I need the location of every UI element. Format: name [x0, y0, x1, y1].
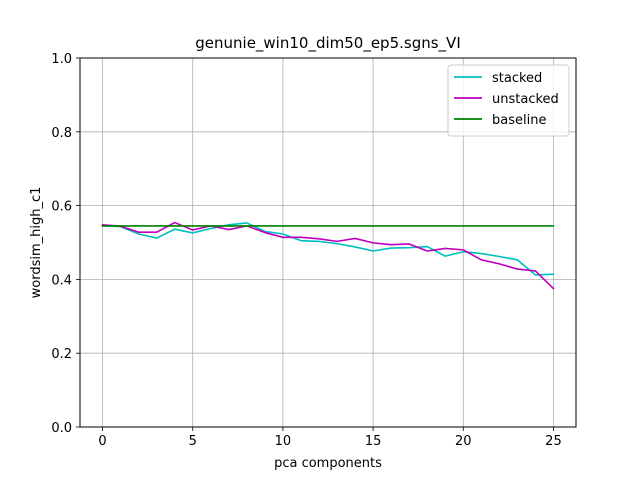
- y-tick-label: 0.6: [51, 200, 72, 215]
- legend-label-baseline: baseline: [492, 113, 546, 128]
- x-axis-label: pca components: [274, 456, 382, 471]
- x-tick-label: 25: [545, 434, 562, 449]
- series-line-stacked: [101, 222, 555, 276]
- x-tick-label: 10: [275, 434, 292, 449]
- x-tick-label: 15: [365, 434, 382, 449]
- legend-label-unstacked: unstacked: [492, 92, 559, 107]
- y-tick-label: 0.2: [51, 347, 72, 362]
- y-tick-label: 1.0: [51, 52, 72, 67]
- x-tick-label: 0: [98, 434, 106, 449]
- y-tick-label: 0.0: [51, 421, 72, 436]
- legend-label-stacked: stacked: [492, 71, 542, 86]
- plot-frame: [79, 57, 577, 428]
- series-line-unstacked: [101, 221, 555, 290]
- ticks: 0 5 10 15 20 25 0.0 0.2 0.4 0.6 0.8 1.0: [51, 52, 561, 449]
- y-axis-label: wordsim_high_c1: [29, 187, 44, 299]
- x-tick-label: 20: [455, 434, 472, 449]
- legend: stacked unstacked baseline: [447, 64, 570, 137]
- x-tick-label: 5: [189, 434, 197, 449]
- legend-items: stacked unstacked baseline: [454, 71, 559, 128]
- series-layer: [101, 221, 555, 290]
- chart-title: genunie_win10_dim50_ep5.sgns_VI: [195, 34, 461, 53]
- y-tick-label: 0.4: [51, 273, 72, 288]
- y-tick-label: 0.8: [51, 126, 72, 141]
